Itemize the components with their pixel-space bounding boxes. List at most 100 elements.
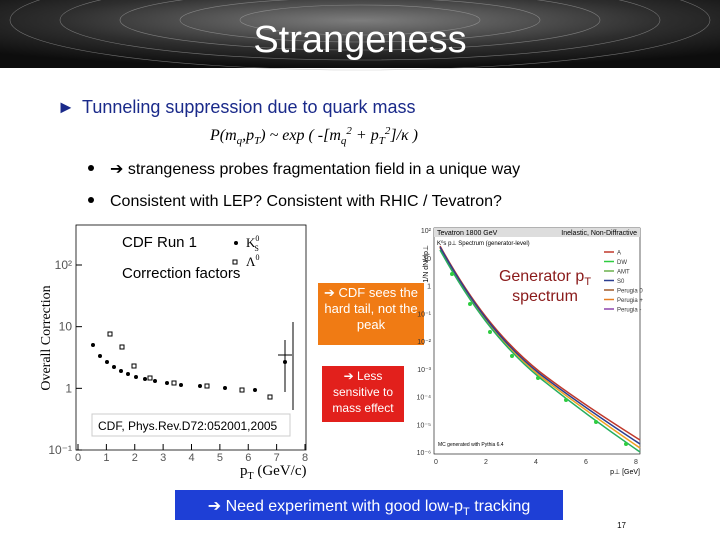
legend-marker — [234, 241, 238, 245]
formula-part: ]/κ ) — [389, 127, 418, 144]
x-tick-label: 0 — [75, 452, 81, 464]
y-axis-title: Overall Correction — [39, 285, 54, 390]
legend-entry: Perugia - — [617, 308, 641, 314]
y-tick-label: 10⁻⁵ — [417, 422, 431, 429]
points-lambda — [107, 322, 294, 410]
formula-sup: 2 — [346, 125, 352, 137]
banner-box — [175, 490, 563, 520]
note: MC generated with Pythia 6.4 — [438, 442, 504, 448]
formula: P(mq,pT) ~ exp ( -[mq2 + pT2]/κ ) — [209, 125, 418, 147]
callout-text: ➔ CDF sees the hard tail, not the peak — [324, 285, 418, 332]
y-tick-label: 1 — [427, 284, 431, 291]
legend-text: K — [246, 235, 256, 250]
callout: ➔ CDF sees the hard tail, not the peak — [324, 285, 418, 332]
legend-entry: DW — [617, 260, 627, 266]
y-tick-label: 10² — [421, 228, 432, 235]
sub-bullet: Consistent with LEP? Consistent with RHI… — [110, 193, 502, 210]
callout-text: ➔ Less sensitive to mass effect — [332, 369, 394, 415]
formula-sub: T — [379, 135, 386, 147]
banner-text: ➔ Need experiment with good low-p — [208, 498, 463, 515]
banner-sub: T — [463, 506, 470, 518]
x-axis-title: pT (GeV/c) — [240, 463, 307, 482]
callout: ➔ Less sensitive to mass effect — [332, 369, 394, 415]
x-tick-label: 7 — [274, 452, 280, 464]
banner: ➔ Need experiment with good low-pT track… — [208, 498, 531, 518]
left-plot: Overall Correction CDF Run 1 Correction … — [39, 224, 308, 482]
y-tick-label: 10⁻¹ — [48, 443, 72, 457]
points — [91, 343, 287, 392]
formula-sup: 2 — [385, 125, 391, 137]
x-tick-label: 1 — [103, 452, 109, 464]
legend-marker — [232, 259, 238, 265]
caption-box — [91, 413, 291, 437]
y-tick-label: 10⁻⁴ — [417, 395, 432, 402]
y-tick-label: 10⁻¹ — [417, 311, 431, 318]
sub-bullet: ➔ strangeness probes fragmentation field… — [110, 161, 520, 178]
markers — [450, 272, 628, 446]
formula-sub: q — [237, 135, 243, 147]
bullet-dot — [88, 165, 94, 171]
right-plot: Tevatron 1800 GeV Inelastic, Non-Diffrac… — [417, 227, 643, 476]
header-right: Inelastic, Non-Diffractive — [561, 230, 637, 237]
formula-sub: q — [341, 135, 347, 147]
axis-text: p — [240, 463, 248, 479]
x-tick-label: 5 — [217, 452, 223, 464]
title: Strangeness — [253, 19, 466, 61]
x-tick-label: 6 — [245, 452, 251, 464]
legend-entry: Perugia 0 — [617, 289, 643, 295]
legend-entry: AMT — [617, 270, 630, 276]
formula-part: P(m — [209, 127, 237, 144]
legend-entry: S0 — [617, 279, 625, 285]
banner-text: tracking — [470, 498, 530, 515]
legend-entry: A — [617, 251, 621, 257]
y-tick-label: 10⁻² — [417, 339, 431, 346]
star-trails — [9, 0, 711, 71]
legend-sup: 0 — [255, 253, 259, 262]
x-tick-label: 3 — [160, 452, 166, 464]
subheader: K⁰s p⊥ Spectrum (generator-level) — [437, 240, 530, 247]
x-tick-label: 2 — [484, 459, 488, 466]
bullet-marker: ► — [57, 97, 75, 117]
legend-sup: 0 — [255, 234, 259, 243]
legend-entry: K0 S — [246, 234, 259, 253]
page-number: 17 — [617, 521, 626, 530]
formula-part: ,p — [242, 127, 254, 144]
y-axis-title: 1/N dN/dp⊥ — [423, 245, 430, 283]
x-tick-label: 8 — [302, 452, 308, 464]
y-tick-label: 10 — [59, 320, 73, 334]
callout-box — [322, 366, 404, 422]
x-tick-label: 4 — [188, 452, 194, 464]
header-strip — [434, 228, 640, 237]
x-tick-label: 2 — [132, 452, 138, 464]
caption: CDF, Phys.Rev.D72:052001,2005 — [98, 419, 278, 433]
legend-sub: S — [254, 244, 258, 253]
y-tick-label: 10 — [423, 256, 431, 263]
header-left: Tevatron 1800 GeV — [437, 230, 498, 237]
x-tick-label: 6 — [584, 459, 588, 466]
x-tick-label: 4 — [534, 459, 538, 466]
bullet-dot — [88, 197, 94, 203]
legend-text: Λ — [246, 254, 256, 269]
bullet-main: Tunneling suppression due to quark mass — [82, 97, 416, 117]
formula-sub: T — [254, 135, 261, 147]
axis-sub: T — [248, 471, 254, 482]
y-tick-label: 10⁻³ — [417, 367, 431, 374]
callout-box — [318, 283, 424, 345]
x-axis-title: p⊥ [GeV] — [610, 469, 640, 476]
formula-part: ) ~ exp ( -[m — [259, 127, 341, 144]
axis-text: (GeV/c) — [254, 463, 307, 479]
legend-entry: Λ0 — [246, 253, 259, 269]
label: Correction factors — [122, 265, 240, 282]
formula-part: + p — [352, 127, 379, 144]
title-text: Generator p — [499, 268, 584, 285]
plot-title: Generator pT — [499, 268, 591, 288]
x-tick-label: 0 — [434, 459, 438, 466]
y-tick-label: 10⁻⁶ — [417, 450, 431, 457]
title-sub: T — [584, 276, 591, 288]
y-tick-label: 10² — [55, 258, 72, 272]
legend-entry: Perugia + — [617, 298, 643, 304]
x-tick-label: 8 — [634, 459, 638, 466]
plot-title: spectrum — [512, 288, 578, 305]
